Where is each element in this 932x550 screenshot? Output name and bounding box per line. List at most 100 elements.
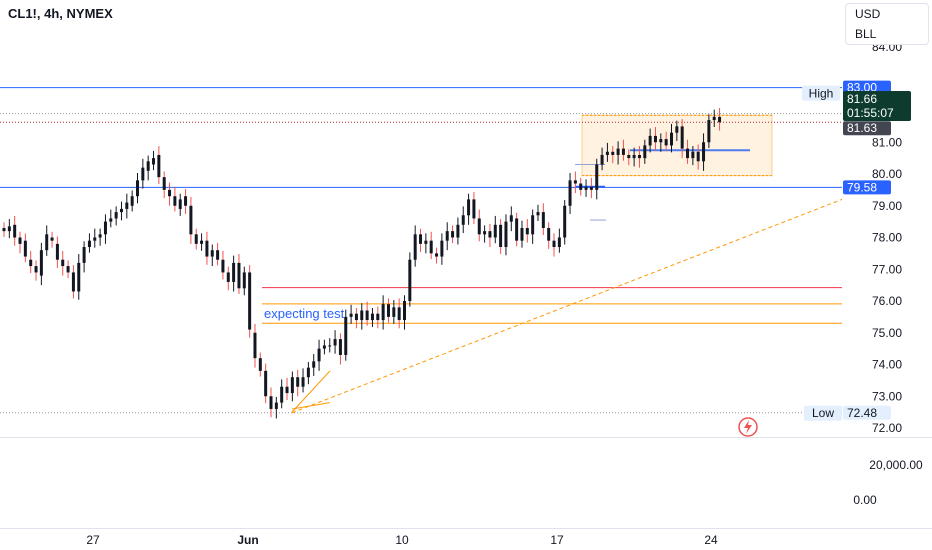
candle-body [168, 190, 171, 196]
candle-body [403, 301, 406, 320]
trendline [292, 199, 842, 412]
candle [104, 214, 107, 244]
candle-body [718, 117, 721, 122]
lightning-icon[interactable] [739, 418, 757, 436]
candle [302, 368, 305, 392]
candle-body [29, 260, 32, 266]
candle [152, 151, 155, 170]
candle-body [264, 371, 267, 396]
candle [456, 217, 459, 244]
unit-label[interactable]: BLL [846, 24, 928, 44]
candle-body [515, 218, 518, 240]
candle [131, 191, 134, 212]
candle [29, 251, 32, 273]
volume-tick-label: 0.00 [853, 493, 877, 507]
candle-body [56, 244, 59, 260]
candle-body [451, 231, 454, 237]
candle [99, 229, 102, 246]
candle-body [131, 196, 134, 206]
candle [366, 302, 369, 326]
candle [435, 248, 438, 264]
bar-countdown: 01:55:07 [847, 106, 894, 120]
candle [462, 206, 465, 233]
candle-body [713, 117, 716, 120]
candle [360, 303, 363, 329]
candle-body [681, 126, 684, 148]
candle-body [659, 139, 662, 142]
candle [93, 229, 96, 248]
candle [253, 324, 256, 368]
candle-body [590, 187, 593, 190]
candle [547, 222, 550, 249]
candle-body [467, 199, 470, 215]
candle [318, 340, 321, 371]
currency-label[interactable]: USD [846, 4, 928, 24]
candle-body [136, 180, 139, 196]
scale-unit-selector[interactable]: USD BLL [845, 3, 929, 45]
candle [232, 256, 235, 292]
candle [125, 194, 128, 219]
candle [195, 229, 198, 250]
candle [168, 183, 171, 206]
candle-body [318, 349, 321, 362]
candle [510, 206, 513, 231]
candle [221, 251, 224, 280]
candle-body [227, 272, 230, 282]
candle-body [77, 263, 80, 292]
candle-body [446, 231, 449, 241]
candle [264, 364, 267, 404]
candle-body [398, 307, 401, 320]
candle [371, 308, 374, 327]
candle [558, 229, 561, 253]
candle [537, 205, 540, 221]
candle-body [45, 234, 48, 250]
candle-body [243, 272, 246, 288]
candle-body [419, 234, 422, 244]
candle [419, 229, 422, 252]
candle [569, 173, 572, 214]
candle [88, 233, 91, 252]
candle-body [296, 377, 299, 387]
candle [227, 267, 230, 290]
candle [307, 362, 310, 384]
candle-body [376, 314, 379, 320]
y-tick-label: 74.00 [872, 358, 902, 372]
candle-body [569, 180, 572, 205]
dotted-level-price: 81.63 [847, 121, 877, 135]
candle [355, 308, 358, 328]
candle-body [141, 168, 144, 181]
candle-body [649, 136, 652, 146]
candle-body [408, 260, 411, 301]
y-tick-label: 76.00 [872, 294, 902, 308]
candle [189, 197, 192, 244]
candle-body [195, 234, 198, 244]
candle-body [478, 218, 481, 234]
candle-body [120, 209, 123, 212]
candle-body [72, 272, 75, 291]
candle-body [125, 203, 128, 209]
y-tick-label: 79.00 [872, 199, 902, 213]
candle [296, 370, 299, 396]
candle-body [221, 260, 224, 273]
y-tick-label: 73.00 [872, 389, 902, 403]
candle-body [40, 250, 43, 275]
candle [248, 265, 251, 338]
candle [8, 219, 11, 238]
candle-body [275, 403, 278, 409]
candle [328, 338, 331, 352]
y-tick-label: 80.00 [872, 167, 902, 181]
candle-body [670, 133, 673, 146]
candle-body [531, 215, 534, 234]
candle [40, 243, 43, 285]
x-tick-label: 10 [395, 533, 409, 547]
y-tick-label: 77.00 [872, 262, 902, 276]
candle [243, 267, 246, 296]
candle-body [585, 187, 588, 190]
candle-body [686, 149, 689, 159]
candle-body [211, 250, 214, 256]
candle [56, 237, 59, 268]
candle [291, 371, 294, 401]
candle [520, 221, 523, 248]
annotation-text: expecting test [264, 306, 345, 321]
